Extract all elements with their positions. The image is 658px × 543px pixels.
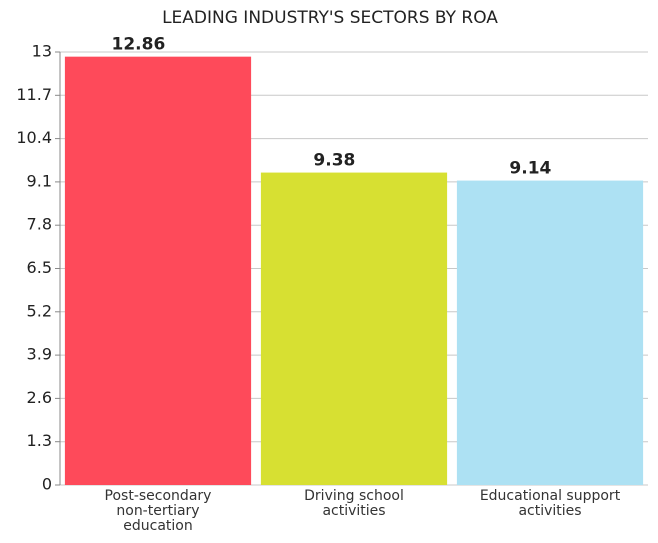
bar <box>64 56 252 485</box>
y-tick-label: 0 <box>42 475 52 494</box>
x-tick-label: Educational support activities <box>479 488 621 519</box>
y-tick-label: 7.8 <box>27 215 52 234</box>
y-tick-label: 9.1 <box>27 171 52 190</box>
y-tick-label: 13 <box>32 42 52 61</box>
y-tick-label: 3.9 <box>27 345 52 364</box>
x-tick-label: Post-secondary non-tertiary education <box>104 488 212 534</box>
data-label: 9.14 <box>509 159 551 179</box>
y-tick-label: 5.2 <box>27 301 52 320</box>
y-tick-label: 6.5 <box>27 258 52 277</box>
bar <box>260 172 448 485</box>
chart-title: LEADING INDUSTRY'S SECTORS BY ROA <box>162 8 498 28</box>
y-tick-label: 1.3 <box>27 431 52 450</box>
y-tick-label: 11.7 <box>16 85 52 104</box>
data-label: 12.86 <box>112 35 166 55</box>
y-tick-label: 2.6 <box>27 388 52 407</box>
bar <box>456 180 644 485</box>
y-tick-label: 10.4 <box>16 128 52 147</box>
x-tick-label: Driving school activities <box>304 488 404 519</box>
data-label: 9.38 <box>313 151 355 171</box>
